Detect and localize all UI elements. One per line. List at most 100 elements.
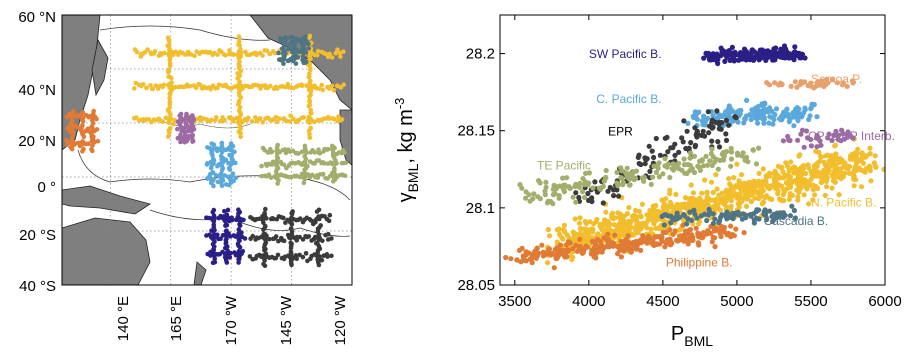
scatter-point xyxy=(779,183,785,189)
scatter-point xyxy=(773,106,780,112)
scatter-point xyxy=(726,122,732,128)
scatter-frame xyxy=(499,14,886,286)
scatter-point xyxy=(766,51,772,57)
map-sample-point xyxy=(218,153,224,159)
scatter-point xyxy=(792,79,798,85)
map-sample-point xyxy=(312,119,318,125)
scatter-point xyxy=(827,153,833,159)
scatter-point xyxy=(642,235,648,241)
series-annotation: Samoa P. xyxy=(811,72,862,86)
scatter-point xyxy=(744,97,750,103)
scatter-point xyxy=(752,195,758,201)
scatter-point xyxy=(680,139,686,145)
map-sample-point xyxy=(165,134,171,139)
lat-tick-label: 20 °N xyxy=(18,133,56,150)
lon-tick-label: 165 °E xyxy=(168,296,185,341)
scatter-point xyxy=(709,239,715,245)
scatter-point xyxy=(705,228,711,234)
scatter-point xyxy=(741,46,748,52)
scatter-point xyxy=(745,187,751,194)
scatter-point xyxy=(618,238,624,244)
scatter-point xyxy=(557,183,563,189)
scatter-point xyxy=(688,182,694,188)
map-sample-point xyxy=(300,254,306,260)
scatter-point xyxy=(718,45,724,51)
scatter-point xyxy=(713,172,719,178)
map-sample-point xyxy=(167,46,172,52)
map-sample-point xyxy=(288,240,294,246)
scatter-point xyxy=(665,161,671,167)
map-sample-point xyxy=(259,163,264,169)
scatter-point xyxy=(600,200,606,206)
scatter-point xyxy=(638,213,644,219)
map-sample-point xyxy=(78,126,84,132)
map-sample-point xyxy=(252,115,258,120)
map-sample-point xyxy=(247,254,253,259)
scatter-point xyxy=(852,150,859,156)
scatter-point xyxy=(592,242,599,248)
map-sample-point xyxy=(261,261,266,267)
scatter-point xyxy=(657,233,663,240)
scatter-point xyxy=(701,163,707,169)
map-sample-point xyxy=(313,240,319,246)
map-sample-point xyxy=(182,139,188,145)
scatter-point xyxy=(672,152,678,158)
scatter-point xyxy=(593,255,599,261)
scatter-point xyxy=(723,117,730,123)
scatter-point xyxy=(755,120,761,126)
central-america-landmass xyxy=(339,109,352,166)
scatter-point xyxy=(769,213,775,219)
map-sample-point xyxy=(223,258,229,263)
scatter-point xyxy=(684,128,690,134)
scatter-point xyxy=(618,220,624,226)
map-sample-point xyxy=(290,46,296,51)
map-sample-point xyxy=(269,149,275,155)
scatter-point xyxy=(790,109,796,116)
map-sample-point xyxy=(301,115,307,120)
map-sample-point xyxy=(184,111,189,117)
scatter-point xyxy=(731,52,737,59)
scatter-point xyxy=(795,175,801,181)
map-sample-point xyxy=(267,51,273,57)
scatter-point xyxy=(829,185,835,191)
scatter-point xyxy=(681,118,687,124)
scatter-point xyxy=(672,217,678,223)
map-sample-point xyxy=(260,217,266,223)
map-region-sw-pacific-b xyxy=(204,207,248,266)
scatter-point xyxy=(756,170,762,176)
scatter-point xyxy=(730,187,736,193)
scatter-point xyxy=(693,225,699,231)
map-sample-point xyxy=(219,180,224,186)
scatter-point xyxy=(712,244,718,250)
scatter-point xyxy=(792,215,799,221)
scatter-point xyxy=(808,105,814,111)
scatter-point xyxy=(721,152,727,158)
scatter-point xyxy=(743,203,750,209)
scatter-point xyxy=(760,166,766,172)
map-sample-point xyxy=(249,119,255,124)
scatter-point xyxy=(799,127,806,133)
scatter-point xyxy=(792,44,798,50)
scatter-point xyxy=(733,115,739,121)
scatter-point xyxy=(767,173,773,179)
scatter-point xyxy=(551,265,557,271)
scatter-point xyxy=(806,201,812,207)
scatter-point xyxy=(546,233,553,239)
scatter-point xyxy=(837,156,843,162)
scatter-point xyxy=(576,194,582,201)
scatter-point xyxy=(753,215,760,221)
x-axis-label: PBML xyxy=(671,323,713,349)
x-axis-label-subscript: BML xyxy=(684,333,713,349)
scatter-point xyxy=(772,80,778,86)
australia-landmass xyxy=(62,217,151,285)
scatter-point xyxy=(722,58,728,64)
map-sample-point xyxy=(190,132,196,138)
map-sample-point xyxy=(280,51,286,57)
map-sample-point xyxy=(261,231,266,237)
map-sample-point xyxy=(303,34,308,39)
series-philippine-b xyxy=(503,222,747,271)
scatter-point xyxy=(830,77,836,83)
scatter-point xyxy=(780,48,786,55)
scatter-point xyxy=(722,229,728,235)
scatter-point xyxy=(750,147,756,153)
